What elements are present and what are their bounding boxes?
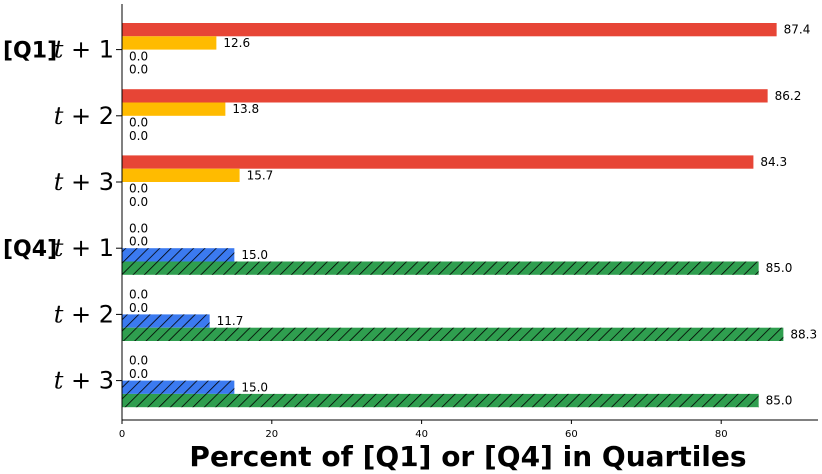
value-label: 85.0 bbox=[766, 394, 793, 408]
bar-hatch bbox=[122, 261, 759, 275]
value-label: 11.7 bbox=[217, 314, 244, 328]
y-tick-label: t + 1 bbox=[54, 36, 114, 64]
bar-hatch bbox=[122, 314, 210, 328]
value-label: 15.0 bbox=[241, 380, 268, 394]
value-labels-layer: 87.412.60.00.086.213.80.00.084.315.70.00… bbox=[129, 23, 817, 408]
value-label: 0.0 bbox=[129, 129, 148, 143]
bars-layer bbox=[122, 23, 784, 408]
value-label: 13.8 bbox=[232, 102, 259, 116]
value-label: 0.0 bbox=[129, 287, 148, 301]
x-tick-label: 80 bbox=[715, 429, 728, 440]
value-label: 0.0 bbox=[129, 195, 148, 209]
value-label: 12.6 bbox=[223, 36, 250, 50]
bar bbox=[122, 89, 768, 103]
value-label: 86.2 bbox=[775, 89, 802, 103]
y-tick-label: t + 2 bbox=[54, 102, 114, 130]
value-label: 0.0 bbox=[129, 49, 148, 63]
bar bbox=[122, 168, 240, 182]
value-label: 85.0 bbox=[766, 261, 793, 275]
group-label: [Q4] bbox=[3, 237, 57, 262]
y-tick-label: t + 3 bbox=[54, 168, 114, 196]
value-label: 0.0 bbox=[129, 221, 148, 235]
bar-hatch bbox=[122, 327, 784, 341]
value-label: 88.3 bbox=[790, 327, 817, 341]
group-label: [Q1] bbox=[3, 39, 57, 64]
value-label: 84.3 bbox=[760, 155, 787, 169]
bar-hatch bbox=[122, 248, 235, 262]
value-label: 15.0 bbox=[241, 248, 268, 262]
value-label: 15.7 bbox=[247, 168, 274, 182]
value-label: 0.0 bbox=[129, 182, 148, 196]
value-label: 0.0 bbox=[129, 301, 148, 315]
x-tick-label: 0 bbox=[119, 429, 125, 440]
y-tick-label: t + 1 bbox=[54, 234, 114, 262]
value-label: 0.0 bbox=[129, 367, 148, 381]
bar bbox=[122, 155, 754, 169]
value-label: 0.0 bbox=[129, 63, 148, 77]
bar bbox=[122, 36, 217, 50]
value-label: 0.0 bbox=[129, 115, 148, 129]
y-tick-label: t + 3 bbox=[54, 367, 114, 395]
y-tick-label: t + 2 bbox=[54, 300, 114, 328]
bar-hatch bbox=[122, 393, 759, 408]
value-label: 87.4 bbox=[784, 23, 811, 37]
value-label: 0.0 bbox=[129, 354, 148, 368]
x-tick-label: 60 bbox=[565, 429, 578, 440]
bar-hatch bbox=[122, 380, 235, 394]
bar bbox=[122, 102, 226, 116]
value-label: 0.0 bbox=[129, 235, 148, 249]
axes-layer: t + 1[Q1]t + 2t + 3t + 1[Q4]t + 2t + 30 2… bbox=[3, 4, 818, 440]
x-axis-label: Percent of [Q1] or [Q4] in Quartiles bbox=[189, 440, 746, 473]
x-tick-label: 40 bbox=[415, 429, 428, 440]
bar bbox=[122, 23, 777, 37]
x-tick-label: 20 bbox=[265, 429, 278, 440]
